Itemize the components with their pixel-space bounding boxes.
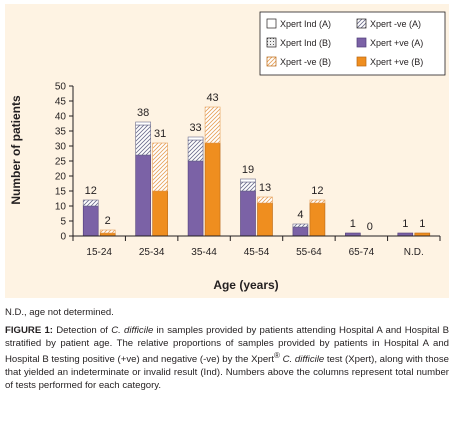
bar-negative-b xyxy=(99,229,116,234)
legend-label-neg-b: Xpert -ve (B) xyxy=(280,57,331,67)
y-tick-label: 25 xyxy=(55,157,67,168)
bar-indeterminate-a xyxy=(187,136,204,141)
bar-negative-a xyxy=(82,199,99,207)
legend-swatch-neg-b xyxy=(266,56,277,67)
bar-negative-a xyxy=(135,124,151,156)
total-label-b: 1 xyxy=(419,218,425,230)
total-label-a: 12 xyxy=(85,185,97,197)
total-label-b: 43 xyxy=(206,92,218,104)
bar-negative-b xyxy=(152,142,168,192)
caption-label: FIGURE 1: xyxy=(5,325,53,336)
y-tick-label: 20 xyxy=(55,172,67,183)
bar-positive-a xyxy=(187,160,204,237)
bar-negative-a xyxy=(292,223,309,228)
bar-positive-b xyxy=(309,202,326,237)
y-tick-label: 10 xyxy=(55,202,67,213)
caption-text-2: in samples provided by patients attendin… xyxy=(5,325,449,366)
bar-positive-b xyxy=(257,202,273,237)
x-tick-label: 55-64 xyxy=(296,247,322,258)
total-label-b: 13 xyxy=(259,182,271,194)
y-tick-label: 40 xyxy=(55,112,67,123)
total-label-b: 31 xyxy=(154,128,166,140)
total-label-b: 0 xyxy=(367,221,373,233)
bar-indeterminate-a xyxy=(240,178,256,183)
y-tick-label: 50 xyxy=(55,82,67,93)
caption-text-3: test (Xpert), along with those that yiel… xyxy=(5,354,450,391)
y-tick-label: 30 xyxy=(55,142,67,153)
total-label-b: 12 xyxy=(311,185,323,197)
bar-negative-b xyxy=(204,106,221,144)
bar-positive-a xyxy=(82,205,99,237)
legend-swatch-ind-a xyxy=(266,18,277,29)
legend-box xyxy=(259,11,446,76)
y-tick-label: 35 xyxy=(55,127,67,138)
total-label-a: 4 xyxy=(297,209,303,221)
bars-group xyxy=(82,106,431,237)
legend-label-neg-a: Xpert -ve (A) xyxy=(370,19,421,29)
x-tick-label: 65-74 xyxy=(349,247,375,258)
figure-footnote: N.D., age not determined. xyxy=(5,307,114,318)
bar-positive-a xyxy=(135,154,151,237)
x-tick-label: N.D. xyxy=(404,247,424,258)
x-tick-label: 45-54 xyxy=(244,247,270,258)
bar-positive-b xyxy=(204,142,221,237)
y-tick-label: 45 xyxy=(55,97,67,108)
y-tick-label: 15 xyxy=(55,187,67,198)
total-label-b: 2 xyxy=(105,215,111,227)
figure-panel: Xpert Ind (A) Xpert -ve (A) Xpert Ind (B) X… xyxy=(5,4,449,298)
x-tick-label: 25-34 xyxy=(139,247,165,258)
total-label-a: 1 xyxy=(402,218,408,230)
bar-negative-a xyxy=(240,181,256,192)
legend-label-pos-b: Xpert +ve (B) xyxy=(370,57,423,67)
y-tick-label: 0 xyxy=(60,232,66,243)
y-axis-title: Number of patients xyxy=(9,95,23,205)
x-tick-label: 15-24 xyxy=(86,247,112,258)
legend-swatch-pos-b xyxy=(356,56,367,67)
total-label-a: 38 xyxy=(137,107,149,119)
bar-negative-a xyxy=(187,139,204,162)
legend-swatch-neg-a xyxy=(356,18,367,29)
legend-label-ind-a: Xpert Ind (A) xyxy=(280,19,331,29)
legend-swatch-ind-b xyxy=(266,37,277,48)
legend-label-pos-a: Xpert +ve (A) xyxy=(370,38,423,48)
bar-negative-b xyxy=(257,196,273,204)
x-axis-title: Age (years) xyxy=(213,278,278,292)
total-label-a: 1 xyxy=(350,218,356,230)
x-tick-label: 35-44 xyxy=(191,247,217,258)
bar-indeterminate-a xyxy=(135,121,151,126)
figure-caption: FIGURE 1: Detection of C. difficile in s… xyxy=(5,325,449,392)
legend-swatch-pos-a xyxy=(356,37,367,48)
bar-positive-b xyxy=(152,190,168,237)
caption-organism-1: C. difficile xyxy=(111,325,154,336)
caption-organism-2: C. difficile xyxy=(282,354,325,366)
caption-registered-mark: ® xyxy=(274,351,280,361)
total-label-a: 19 xyxy=(242,164,254,176)
chart-legend: Xpert Ind (A) Xpert -ve (A) Xpert Ind (B) X… xyxy=(259,11,446,76)
total-label-a: 33 xyxy=(189,122,201,134)
bar-positive-a xyxy=(292,226,309,237)
caption-text-1: Detection of xyxy=(53,325,112,336)
legend-label-ind-b: Xpert Ind (B) xyxy=(280,38,331,48)
stacked-bar-chart: Xpert Ind (A) Xpert -ve (A) Xpert Ind (B) X… xyxy=(9,11,446,292)
y-tick-label: 5 xyxy=(60,217,66,228)
bar-positive-a xyxy=(240,190,256,237)
bar-negative-b xyxy=(309,199,326,204)
